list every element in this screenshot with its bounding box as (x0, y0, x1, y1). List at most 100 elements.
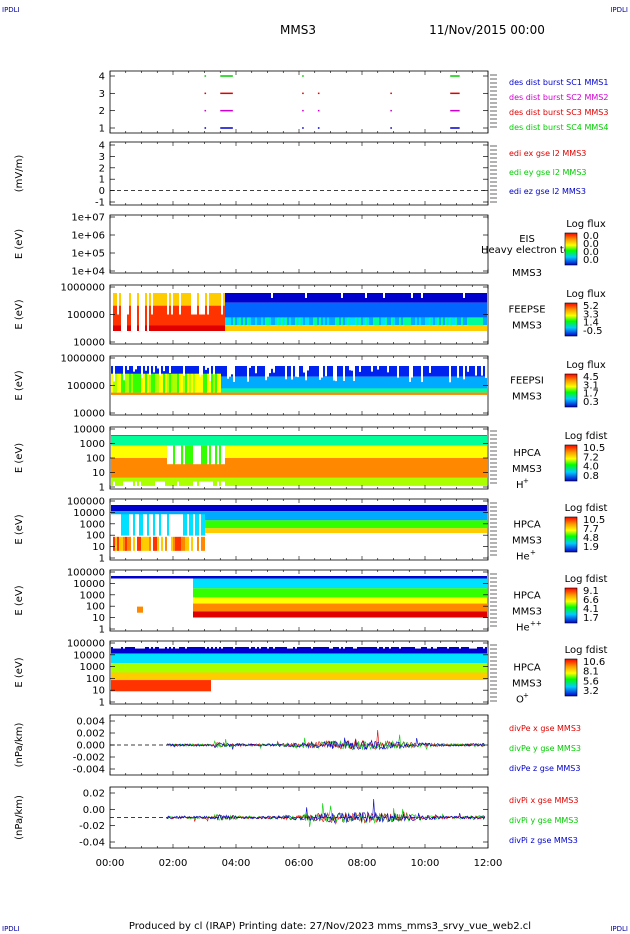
spectrogram-cell (119, 325, 121, 332)
spectrogram-cell (329, 603, 331, 612)
spectrogram-cell (475, 317, 477, 326)
spectrogram-cell (279, 445, 281, 458)
spectrogram-cell (211, 520, 213, 529)
spectrogram-cell (363, 603, 365, 612)
spectrogram-cell (137, 435, 139, 436)
spectrogram-cell (445, 533, 447, 559)
spectrogram-cell (263, 388, 265, 393)
spectrogram-cell (305, 392, 307, 395)
spectrogram-cell (227, 576, 229, 579)
spectrogram-cell (239, 603, 241, 612)
spectrogram-cell (269, 325, 271, 332)
spectrogram-cell (463, 362, 465, 380)
spectrogram-cell (373, 505, 375, 512)
spectrogram-cell (279, 293, 281, 303)
spectrogram-cell (295, 611, 297, 618)
spectrogram-cell (341, 477, 343, 486)
spectrogram-cell (341, 511, 343, 521)
spectrogram-cell (407, 611, 409, 618)
spectrogram-cell (371, 435, 373, 436)
spectrogram-cell (305, 520, 307, 529)
spectrogram-cell (325, 576, 327, 579)
spectrogram-cell (305, 597, 307, 604)
spectrogram-cell (363, 578, 365, 589)
spectrogram-cell (377, 505, 379, 512)
spectrogram-cell (237, 388, 239, 393)
spectrogram-cell (343, 362, 345, 381)
spectrogram-cell (325, 293, 327, 303)
spectrogram-cell (457, 293, 459, 303)
spectrogram-cell (253, 317, 255, 326)
spectrogram-cell (483, 293, 485, 303)
spectrogram-cell (363, 533, 365, 559)
spectrogram-cell (321, 325, 323, 332)
spectrogram-cell (275, 317, 277, 326)
spectrogram-cell (331, 445, 333, 458)
spectrogram-cell (349, 325, 351, 332)
spectrogram-cell (297, 611, 299, 618)
spectrogram-cell (463, 458, 465, 478)
spectrogram-cell (187, 578, 189, 630)
spectrogram-cell (155, 373, 157, 393)
spectrogram-cell (131, 435, 133, 446)
spectrogram-cell (333, 597, 335, 604)
spectrogram-cell (351, 533, 353, 559)
spectrogram-cell (181, 293, 183, 306)
spectrogram-cell (351, 366, 353, 377)
spectrogram-cell (225, 597, 227, 604)
spectrogram-cell (209, 578, 211, 589)
spectrogram-cell (121, 291, 123, 332)
spectrogram-cell (447, 392, 449, 395)
spectrogram-cell (271, 325, 273, 332)
spectrogram-cell (475, 435, 477, 446)
spectrogram-cell (259, 302, 261, 318)
y-axis-label: E (eV) (14, 229, 25, 259)
spectrogram-cell (289, 366, 291, 377)
spectrogram-cell (351, 528, 353, 534)
spectrogram-cell (297, 376, 299, 389)
spectrogram-cell (473, 366, 475, 377)
spectrogram-cell (245, 392, 247, 395)
spectrogram-cell (207, 435, 209, 436)
spectrogram-cell (197, 514, 199, 536)
spectrogram-cell (189, 435, 191, 446)
spectrogram-cell (359, 376, 361, 389)
spectrogram-cell (165, 435, 167, 446)
spectrogram-cell (419, 511, 421, 521)
spectrogram-cell (317, 392, 319, 395)
spectrogram-cell (205, 520, 207, 529)
spectrogram-cell (135, 458, 137, 478)
spectrogram-cell (401, 597, 403, 604)
spectrogram-cell (397, 388, 399, 393)
spectrogram-cell (333, 533, 335, 559)
spectrogram-cell (147, 477, 149, 486)
spectrogram-cell (289, 435, 291, 446)
spectrogram-cell (333, 362, 335, 381)
spectrogram-cell (157, 458, 159, 478)
spectrogram-cell (391, 576, 393, 579)
spectrogram-cell (379, 576, 381, 579)
spectrogram-cell (137, 305, 139, 326)
spectrogram-cell (307, 293, 309, 303)
spectrogram-cell (343, 597, 345, 604)
spectrogram-cell (273, 376, 275, 389)
spectrogram-cell (213, 576, 215, 579)
spectrogram-cell (265, 362, 267, 381)
spectrogram-cell (155, 578, 157, 630)
spectrogram-cell (457, 520, 459, 529)
spectrogram-cell (131, 458, 133, 478)
spectrogram-cell (253, 458, 255, 478)
spectrogram-cell (119, 435, 121, 446)
spectrogram-cell (121, 477, 123, 486)
spectrogram-cell (387, 317, 389, 326)
spectrogram-cell (335, 520, 337, 529)
spectrogram-cell (207, 458, 209, 478)
spectrogram-cell (333, 293, 335, 303)
spectrogram-cell (369, 533, 371, 559)
spectrogram-cell (245, 617, 247, 630)
spectrogram-cell (211, 481, 213, 488)
spectrogram-cell (307, 302, 309, 318)
spectrogram-cell (203, 445, 205, 465)
spectrogram-cell (243, 617, 245, 630)
